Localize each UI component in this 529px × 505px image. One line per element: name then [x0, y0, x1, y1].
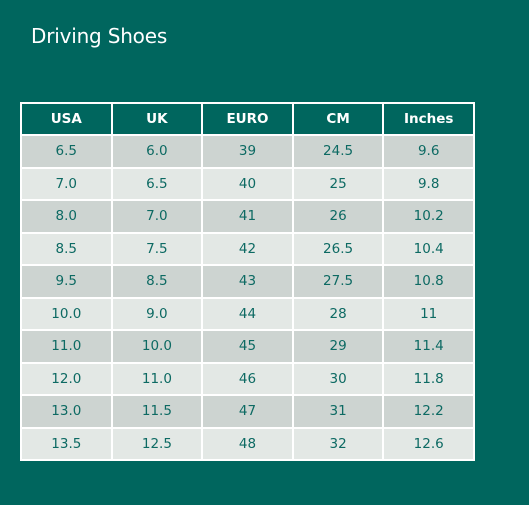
cell-usa: 13.0 — [20, 394, 113, 429]
header-row: USA UK EURO CM Inches — [20, 102, 475, 136]
cell-usa: 9.5 — [20, 264, 113, 299]
cell-euro: 48 — [201, 426, 294, 461]
cell-inches: 10.4 — [382, 231, 475, 266]
page-title: Driving Shoes — [31, 24, 168, 48]
cell-inches: 11 — [382, 296, 475, 331]
cell-euro: 39 — [201, 134, 294, 169]
table-row: 8.0 7.0 41 26 10.2 — [20, 199, 475, 234]
cell-cm: 24.5 — [291, 134, 385, 169]
column-header-inches: Inches — [382, 102, 475, 136]
cell-uk: 7.5 — [110, 231, 204, 266]
cell-usa: 8.0 — [20, 199, 113, 234]
cell-uk: 6.0 — [110, 134, 204, 169]
cell-euro: 42 — [201, 231, 294, 266]
cell-euro: 47 — [201, 394, 294, 429]
cell-usa: 10.0 — [20, 296, 113, 331]
cell-usa: 7.0 — [20, 166, 113, 201]
table-row: 9.5 8.5 43 27.5 10.8 — [20, 264, 475, 299]
cell-euro: 46 — [201, 361, 294, 396]
cell-inches: 12.2 — [382, 394, 475, 429]
cell-inches: 10.8 — [382, 264, 475, 299]
cell-euro: 44 — [201, 296, 294, 331]
cell-uk: 7.0 — [110, 199, 204, 234]
cell-usa: 12.0 — [20, 361, 113, 396]
cell-cm: 26.5 — [291, 231, 385, 266]
table-row: 10.0 9.0 44 28 11 — [20, 296, 475, 331]
cell-uk: 11.0 — [110, 361, 204, 396]
cell-uk: 9.0 — [110, 296, 204, 331]
cell-inches: 9.6 — [382, 134, 475, 169]
cell-usa: 11.0 — [20, 329, 113, 364]
table-row: 12.0 11.0 46 30 11.8 — [20, 361, 475, 396]
cell-cm: 32 — [291, 426, 385, 461]
cell-inches: 10.2 — [382, 199, 475, 234]
cell-euro: 45 — [201, 329, 294, 364]
cell-usa: 8.5 — [20, 231, 113, 266]
size-rows: 6.5 6.0 39 24.5 9.6 7.0 6.5 40 25 9.8 8.0 7.0 41 26 10… — [20, 134, 475, 461]
cell-inches: 12.6 — [382, 426, 475, 461]
cell-cm: 30 — [291, 361, 385, 396]
column-header-cm: CM — [291, 102, 385, 136]
cell-cm: 27.5 — [291, 264, 385, 299]
cell-uk: 10.0 — [110, 329, 204, 364]
cell-euro: 43 — [201, 264, 294, 299]
cell-uk: 8.5 — [110, 264, 204, 299]
column-header-euro: EURO — [201, 102, 294, 136]
size-chart-table: USA UK EURO CM Inches 6.5 6.0 39 24.5 9.6 7.0… — [20, 102, 475, 461]
cell-usa: 13.5 — [20, 426, 113, 461]
table-row: 7.0 6.5 40 25 9.8 — [20, 166, 475, 201]
column-header-usa: USA — [20, 102, 113, 136]
table-row: 8.5 7.5 42 26.5 10.4 — [20, 231, 475, 266]
cell-inches: 11.4 — [382, 329, 475, 364]
cell-uk: 12.5 — [110, 426, 204, 461]
cell-inches: 11.8 — [382, 361, 475, 396]
cell-usa: 6.5 — [20, 134, 113, 169]
cell-euro: 40 — [201, 166, 294, 201]
cell-cm: 31 — [291, 394, 385, 429]
table-row: 13.5 12.5 48 32 12.6 — [20, 426, 475, 461]
cell-euro: 41 — [201, 199, 294, 234]
cell-cm: 25 — [291, 166, 385, 201]
cell-uk: 11.5 — [110, 394, 204, 429]
cell-uk: 6.5 — [110, 166, 204, 201]
cell-cm: 28 — [291, 296, 385, 331]
cell-cm: 26 — [291, 199, 385, 234]
table-row: 11.0 10.0 45 29 11.4 — [20, 329, 475, 364]
column-header-uk: UK — [110, 102, 204, 136]
cell-cm: 29 — [291, 329, 385, 364]
table-row: 13.0 11.5 47 31 12.2 — [20, 394, 475, 429]
table-row: 6.5 6.0 39 24.5 9.6 — [20, 134, 475, 169]
cell-inches: 9.8 — [382, 166, 475, 201]
